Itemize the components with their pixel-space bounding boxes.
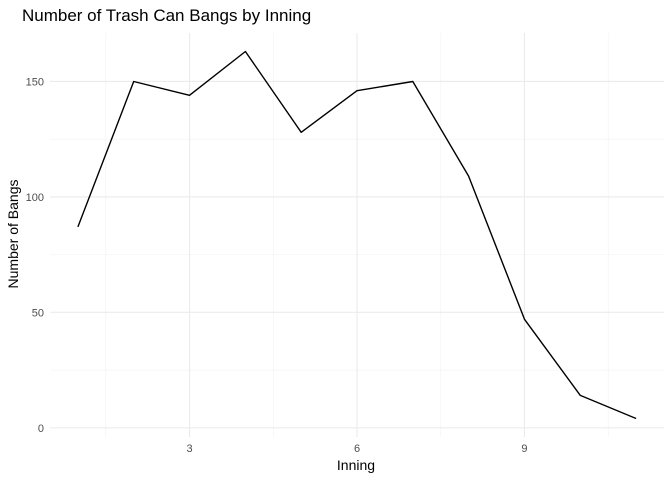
y-axis-title: Number of Bangs bbox=[5, 180, 21, 289]
x-tick-label: 3 bbox=[186, 443, 192, 455]
y-tick-label: 100 bbox=[26, 192, 44, 204]
series-line bbox=[77, 50, 637, 420]
y-tick-label: 150 bbox=[26, 76, 44, 88]
series-layer bbox=[77, 50, 637, 420]
tick-labels: 3 6 9 0 50 100 150 bbox=[26, 76, 528, 455]
y-tick-label: 50 bbox=[32, 307, 44, 319]
y-tick-label: 0 bbox=[38, 423, 44, 435]
grid bbox=[50, 33, 664, 437]
chart-title: Number of Trash Can Bangs by Inning bbox=[22, 6, 311, 25]
x-tick-label: 6 bbox=[354, 443, 360, 455]
x-axis-title: Inning bbox=[337, 457, 375, 473]
x-tick-label: 9 bbox=[521, 443, 527, 455]
